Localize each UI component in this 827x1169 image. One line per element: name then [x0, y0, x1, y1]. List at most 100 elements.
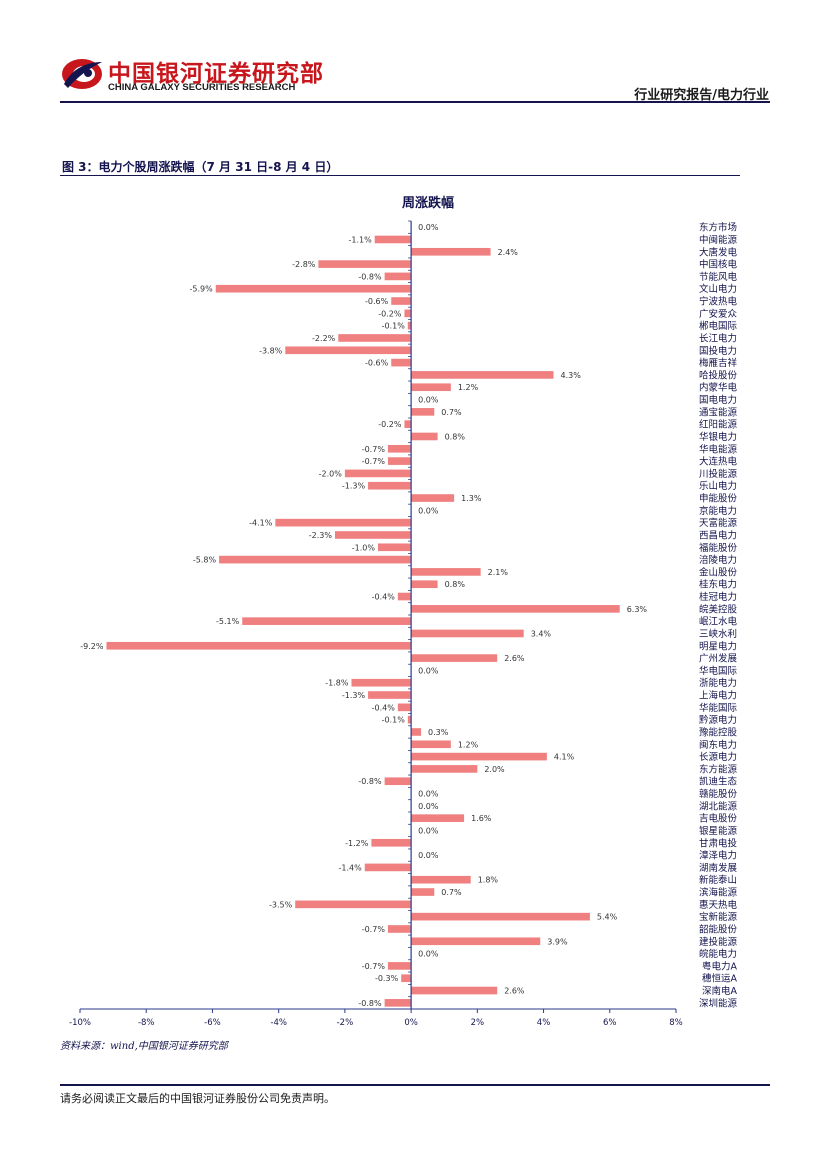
category-label-湖北能源: 湖北能源	[699, 800, 738, 812]
bar-西昌电力	[334, 531, 412, 539]
bar-桂东电力	[411, 580, 438, 589]
category-label-黔源电力: 黔源电力	[699, 714, 737, 726]
value-label-西昌电力: -2.3%	[309, 531, 333, 540]
bar-广安爱众	[404, 309, 412, 318]
figure-title: 图 3：电力个股周涨跌幅（7 月 31 日-8 月 4 日）	[62, 160, 339, 174]
bar-内蒙华电	[411, 383, 451, 392]
category-label-桂东电力: 桂东电力	[699, 579, 737, 591]
bar-惠天热电	[295, 900, 412, 909]
value-label-漳泽电力: 0.0%	[418, 851, 439, 860]
bar-穗恒运A	[401, 974, 412, 983]
category-label-内蒙华电: 内蒙华电	[699, 382, 738, 394]
bar-华电能源	[387, 444, 412, 453]
bar-chart: 周涨跌幅 0.0% -1.1% 2.4% -2.8% -0.8% -5.9% -0.6% -0…	[69, 195, 738, 1028]
value-label-华能国际: -0.4%	[372, 703, 396, 712]
bar-金山股份	[411, 568, 481, 576]
category-label-天富能源: 天富能源	[699, 517, 738, 529]
category-label-国投电力: 国投电力	[699, 345, 737, 357]
figure-title-divider	[60, 175, 740, 176]
x-tick-label: -6%	[204, 1018, 221, 1028]
bar-凯迪生态	[384, 777, 412, 786]
value-label-乐山电力: -1.3%	[342, 482, 366, 491]
bar-新能泰山	[411, 875, 471, 884]
category-label-华电能源: 华电能源	[699, 443, 738, 455]
value-label-金山股份: 2.1%	[488, 568, 509, 577]
category-label-闽东电力: 闽东电力	[699, 739, 737, 751]
category-label-大连热电: 大连热电	[699, 456, 738, 468]
category-label-梅雁吉祥: 梅雁吉祥	[699, 357, 738, 369]
value-label-华电能源: -0.7%	[362, 445, 386, 454]
value-label-文山电力: -5.9%	[190, 285, 214, 294]
value-label-东方市场: 0.0%	[418, 223, 439, 232]
value-label-广安爱众: -0.2%	[378, 309, 402, 318]
value-label-桂冠电力: -0.4%	[372, 593, 396, 602]
category-label-浙能电力: 浙能电力	[699, 677, 737, 689]
value-label-中国核电: -2.8%	[292, 260, 316, 269]
bar-上海电力	[368, 691, 412, 699]
category-label-皖能电力: 皖能电力	[699, 948, 737, 960]
category-label-长源电力: 长源电力	[699, 751, 737, 763]
value-label-闽东电力: 1.2%	[458, 740, 479, 749]
x-tick-label: -4%	[270, 1018, 287, 1028]
category-label-银星能源: 银星能源	[699, 825, 738, 837]
category-label-三峡水利: 三峡水利	[699, 628, 737, 640]
bar-乐山电力	[368, 481, 412, 490]
category-label-红阳能源: 红阳能源	[699, 419, 738, 431]
value-label-皖能电力: 0.0%	[418, 950, 439, 959]
value-label-郴电国际: -0.1%	[382, 322, 406, 331]
bar-宁波热电	[391, 297, 412, 305]
category-label-东方能源: 东方能源	[699, 763, 738, 775]
bar-岷江水电	[242, 617, 412, 625]
source-note: 资料来源：wind,中国银河证券研究部	[60, 1041, 228, 1052]
value-label-哈投股份: 4.3%	[560, 371, 581, 380]
bar-深南电A	[411, 986, 498, 995]
x-tick-label: 4%	[537, 1018, 551, 1028]
bar-文山电力	[215, 284, 412, 293]
bar-滨海能源	[411, 888, 435, 896]
bar-湖南发展	[364, 863, 412, 872]
value-label-川投能源: -2.0%	[319, 469, 343, 478]
x-tick-label: 6%	[603, 1018, 617, 1028]
bar-浙能电力	[351, 678, 412, 687]
category-label-华能国际: 华能国际	[699, 702, 738, 714]
brand-name-en: CHINA GALAXY SECURITIES RESEARCH	[108, 82, 296, 93]
value-label-上海电力: -1.3%	[342, 691, 366, 700]
category-label-广安爱众: 广安爱众	[699, 308, 738, 320]
category-label-节能风电: 节能风电	[699, 271, 738, 283]
category-label-金山股份: 金山股份	[699, 566, 738, 578]
value-label-岷江水电: -5.1%	[216, 617, 240, 626]
category-label-华银电力: 华银电力	[699, 431, 737, 443]
category-label-中闽能源: 中闽能源	[699, 234, 738, 246]
galaxy-logo-icon	[62, 59, 102, 89]
disclaimer: 请务必阅读正文最后的中国银河证券股份公司免责声明。	[60, 1092, 335, 1105]
value-label-内蒙华电: 1.2%	[458, 383, 479, 392]
value-label-大连热电: -0.7%	[362, 457, 386, 466]
value-label-韶能股份: -0.7%	[362, 925, 386, 934]
category-label-惠天热电: 惠天热电	[699, 899, 738, 911]
value-label-福能股份: -1.0%	[352, 543, 376, 552]
bar-中国核电	[318, 260, 412, 268]
bar-明星电力	[106, 641, 412, 650]
bar-大连热电	[387, 457, 412, 465]
bar-东方能源	[411, 765, 478, 773]
value-label-桂东电力: 0.8%	[445, 580, 466, 589]
value-label-东方能源: 2.0%	[484, 765, 505, 774]
bar-豫能控股	[411, 728, 422, 736]
brand-name-cn: 中国银河证券研究部	[108, 61, 324, 87]
value-label-深圳能源: -0.8%	[358, 999, 382, 1008]
bar-华银电力	[411, 432, 438, 441]
value-label-长江电力: -2.2%	[312, 334, 336, 343]
bar-闽东电力	[411, 740, 451, 749]
category-label-通宝能源: 通宝能源	[699, 406, 738, 418]
value-label-吉电股份: 1.6%	[471, 814, 492, 823]
value-label-天富能源: -4.1%	[249, 519, 273, 528]
category-label-宁波热电: 宁波热电	[699, 296, 738, 308]
bar-长源电力	[411, 752, 547, 761]
category-label-凯迪生态: 凯迪生态	[699, 776, 738, 788]
bar-深圳能源	[384, 999, 412, 1007]
bar-哈投股份	[411, 371, 554, 379]
value-label-赣能股份: 0.0%	[418, 790, 439, 799]
value-label-新能泰山: 1.8%	[478, 876, 499, 885]
bar-川投能源	[344, 469, 412, 478]
category-label-华电国际: 华电国际	[699, 665, 738, 677]
